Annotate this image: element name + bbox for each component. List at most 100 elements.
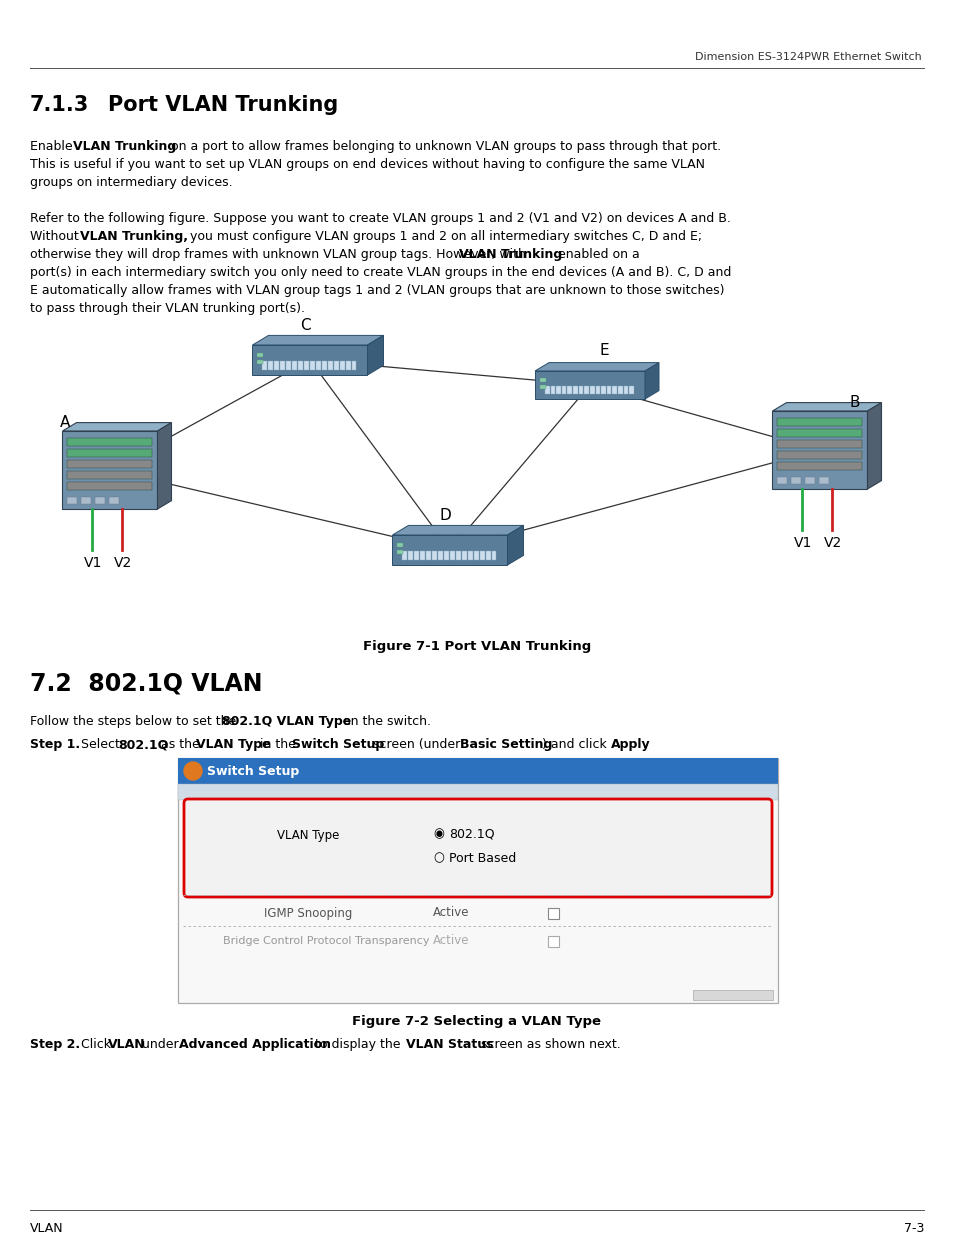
Text: you must configure VLAN groups 1 and 2 on all intermediary switches C, D and E;: you must configure VLAN groups 1 and 2 o…: [186, 230, 701, 243]
Bar: [437, 551, 442, 559]
Bar: [450, 551, 455, 559]
Text: in the: in the: [255, 739, 299, 751]
Bar: [420, 551, 425, 559]
Bar: [491, 551, 496, 559]
Bar: [629, 385, 634, 394]
Bar: [819, 477, 828, 484]
Bar: [315, 361, 320, 370]
Text: Step 2.: Step 2.: [30, 1037, 80, 1051]
Polygon shape: [772, 403, 881, 411]
Bar: [567, 385, 572, 394]
Polygon shape: [63, 422, 172, 431]
Bar: [692, 990, 772, 1000]
Bar: [443, 551, 449, 559]
Bar: [280, 361, 285, 370]
Text: E: E: [599, 343, 609, 358]
Text: groups on intermediary devices.: groups on intermediary devices.: [30, 177, 233, 189]
Text: ◉: ◉: [433, 827, 443, 841]
Bar: [474, 551, 478, 559]
Text: enabled on a: enabled on a: [554, 248, 639, 261]
Text: 7.2  802.1Q VLAN: 7.2 802.1Q VLAN: [30, 672, 262, 697]
Text: Basic Setting: Basic Setting: [459, 739, 552, 751]
Bar: [321, 361, 327, 370]
Text: Switch Setup: Switch Setup: [207, 764, 299, 778]
Bar: [547, 936, 558, 947]
Text: This is useful if you want to set up VLAN groups on end devices without having t: This is useful if you want to set up VLA…: [30, 158, 704, 170]
Text: VLAN: VLAN: [108, 1037, 146, 1051]
Bar: [408, 551, 413, 559]
Text: as the: as the: [157, 739, 204, 751]
Text: Follow the steps below to set the: Follow the steps below to set the: [30, 715, 240, 727]
Bar: [544, 385, 549, 394]
Bar: [110, 496, 119, 504]
Bar: [467, 551, 473, 559]
Bar: [286, 361, 291, 370]
Bar: [274, 361, 279, 370]
Text: port(s) in each intermediary switch you only need to create VLAN groups in the e: port(s) in each intermediary switch you …: [30, 266, 731, 279]
Text: VLAN Trunking: VLAN Trunking: [73, 140, 176, 153]
Text: to pass through their VLAN trunking port(s).: to pass through their VLAN trunking port…: [30, 303, 305, 315]
Polygon shape: [367, 336, 383, 375]
Text: V1: V1: [793, 536, 812, 550]
Text: .: .: [642, 739, 646, 751]
Bar: [95, 496, 106, 504]
Text: 7-3: 7-3: [902, 1221, 923, 1235]
Polygon shape: [772, 411, 866, 489]
Text: ) and click: ) and click: [541, 739, 610, 751]
Text: Dimension ES-3124PWR Ethernet Switch: Dimension ES-3124PWR Ethernet Switch: [695, 52, 921, 62]
FancyBboxPatch shape: [184, 799, 771, 897]
Text: Enable: Enable: [30, 140, 76, 153]
Bar: [414, 551, 419, 559]
Bar: [432, 551, 436, 559]
Bar: [178, 758, 778, 1003]
Text: VLAN Trunking: VLAN Trunking: [458, 248, 561, 261]
Bar: [777, 477, 786, 484]
Bar: [178, 758, 778, 784]
Text: Select: Select: [77, 739, 124, 751]
Text: 7.1.3: 7.1.3: [30, 95, 90, 115]
Bar: [777, 429, 862, 437]
Bar: [584, 385, 588, 394]
Bar: [777, 451, 862, 459]
Bar: [589, 385, 594, 394]
Text: Bridge Control Protocol Transparency: Bridge Control Protocol Transparency: [222, 936, 429, 946]
Polygon shape: [535, 363, 659, 370]
Text: 802.1Q VLAN Type: 802.1Q VLAN Type: [222, 715, 351, 727]
Bar: [804, 477, 815, 484]
Polygon shape: [63, 431, 157, 509]
Text: Active: Active: [433, 906, 469, 920]
Text: Apply: Apply: [610, 739, 650, 751]
Bar: [304, 361, 309, 370]
Bar: [595, 385, 599, 394]
Text: VLAN Trunking,: VLAN Trunking,: [80, 230, 188, 243]
Bar: [539, 385, 545, 389]
Text: 802.1Q: 802.1Q: [449, 827, 494, 841]
Polygon shape: [392, 535, 507, 564]
Bar: [556, 385, 560, 394]
Text: Switch Setup: Switch Setup: [292, 739, 384, 751]
Bar: [456, 551, 460, 559]
Text: ○: ○: [433, 851, 443, 864]
Bar: [461, 551, 466, 559]
Bar: [612, 385, 617, 394]
Polygon shape: [157, 422, 172, 509]
Bar: [345, 361, 350, 370]
Bar: [68, 450, 152, 457]
Bar: [352, 361, 356, 370]
Polygon shape: [507, 525, 523, 564]
Text: on the switch.: on the switch.: [338, 715, 431, 727]
Bar: [68, 438, 152, 446]
Bar: [777, 417, 862, 426]
Text: D: D: [439, 508, 452, 522]
Text: Step 1.: Step 1.: [30, 739, 80, 751]
Text: VLAN: VLAN: [30, 1221, 64, 1235]
Polygon shape: [392, 525, 523, 535]
Text: C: C: [299, 317, 311, 333]
Text: on a port to allow frames belonging to unknown VLAN groups to pass through that : on a port to allow frames belonging to u…: [167, 140, 720, 153]
Bar: [68, 482, 152, 490]
Bar: [573, 385, 578, 394]
Text: Without: Without: [30, 230, 83, 243]
Bar: [402, 551, 407, 559]
Text: VLAN Status: VLAN Status: [406, 1037, 493, 1051]
Bar: [334, 361, 338, 370]
